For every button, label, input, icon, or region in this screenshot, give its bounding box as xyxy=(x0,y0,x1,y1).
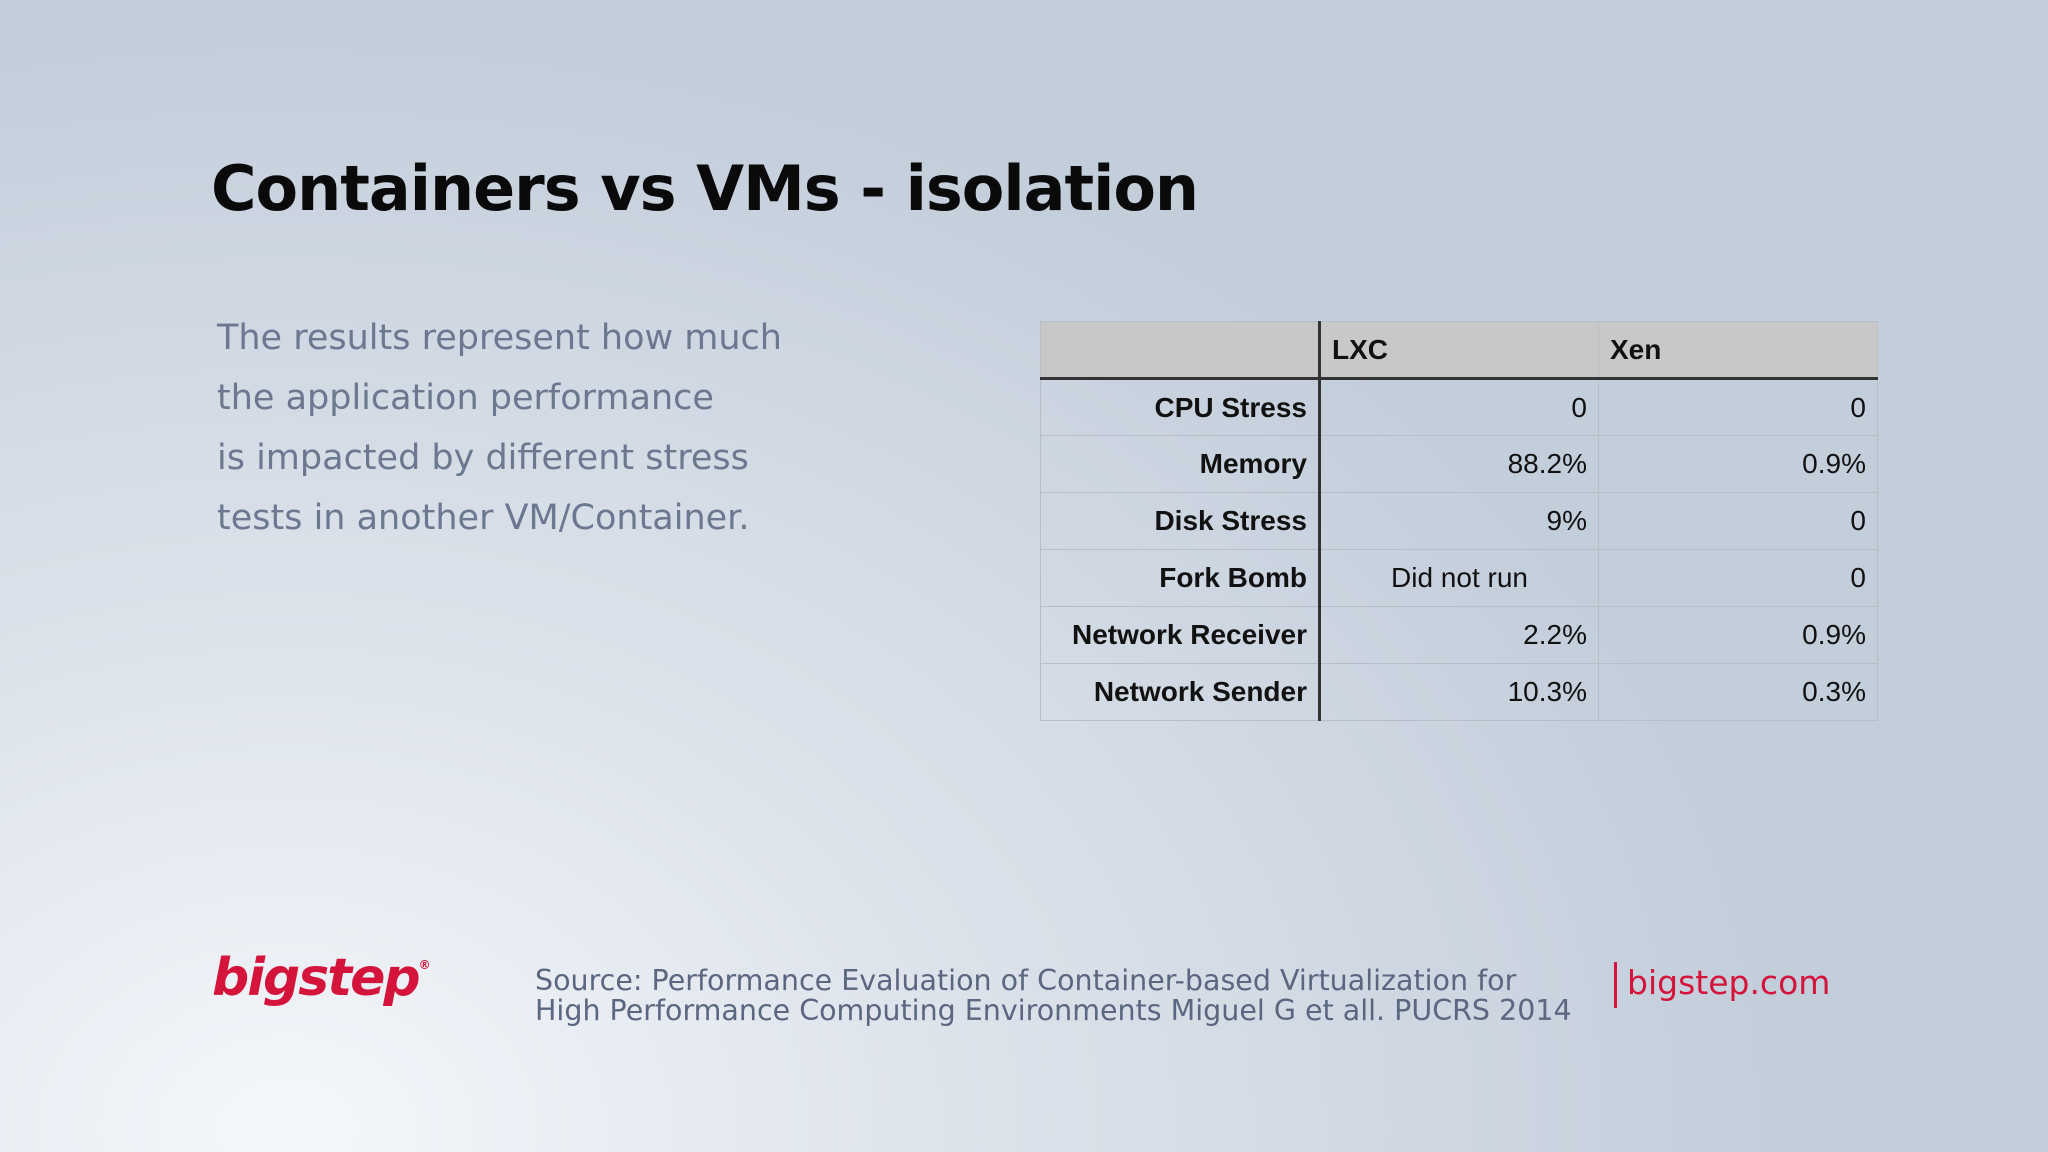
cell-lxc: 9% xyxy=(1319,492,1599,550)
source-line: High Performance Computing Environments … xyxy=(535,994,1572,1027)
registered-mark: ® xyxy=(418,958,431,972)
table-row: Disk Stress 9% 0 xyxy=(1040,492,1878,550)
table-row: CPU Stress 0 0 xyxy=(1040,378,1878,436)
row-label: Memory xyxy=(1040,435,1321,493)
cell-xen: 0.9% xyxy=(1598,606,1878,664)
intro-line: tests in another VM/Container. xyxy=(217,498,750,538)
intro-line: The results represent how much xyxy=(217,318,782,358)
bigstep-logo: bigstep® xyxy=(212,948,431,1008)
intro-line: is impacted by different stress xyxy=(217,438,749,478)
row-label: Network Receiver xyxy=(1040,606,1321,664)
table-row: Memory 88.2% 0.9% xyxy=(1040,435,1878,493)
table-row: Network Receiver 2.2% 0.9% xyxy=(1040,606,1878,664)
header-xen: Xen xyxy=(1598,321,1878,380)
cell-xen: 0 xyxy=(1598,549,1878,607)
source-line: Source: Performance Evaluation of Contai… xyxy=(535,964,1517,997)
row-label: CPU Stress xyxy=(1040,378,1321,436)
row-label: Disk Stress xyxy=(1040,492,1321,550)
header-lxc: LXC xyxy=(1319,321,1599,380)
intro-text: The results represent how much the appli… xyxy=(217,308,857,548)
results-table: LXC Xen CPU Stress 0 0 Memory 88.2% 0.9%… xyxy=(1040,321,1878,721)
cell-lxc: Did not run xyxy=(1319,549,1599,607)
cell-xen: 0 xyxy=(1598,492,1878,550)
cell-lxc: 0 xyxy=(1319,378,1599,436)
row-label: Fork Bomb xyxy=(1040,549,1321,607)
cell-lxc: 88.2% xyxy=(1319,435,1599,493)
cell-xen: 0.9% xyxy=(1598,435,1878,493)
table-row: Network Sender 10.3% 0.3% xyxy=(1040,663,1878,721)
logo-text: bigstep xyxy=(212,948,421,1008)
source-citation: Source: Performance Evaluation of Contai… xyxy=(535,966,1572,1026)
cell-lxc: 10.3% xyxy=(1319,663,1599,721)
table-header-row: LXC Xen xyxy=(1040,321,1878,380)
header-empty xyxy=(1040,321,1321,380)
row-label: Network Sender xyxy=(1040,663,1321,721)
cell-xen: 0 xyxy=(1598,378,1878,436)
cell-xen: 0.3% xyxy=(1598,663,1878,721)
website-url: bigstep.com xyxy=(1614,962,1830,1008)
table-row: Fork Bomb Did not run 0 xyxy=(1040,549,1878,607)
intro-line: the application performance xyxy=(217,378,714,418)
cell-lxc: 2.2% xyxy=(1319,606,1599,664)
slide-title: Containers vs VMs - isolation xyxy=(211,152,1199,225)
